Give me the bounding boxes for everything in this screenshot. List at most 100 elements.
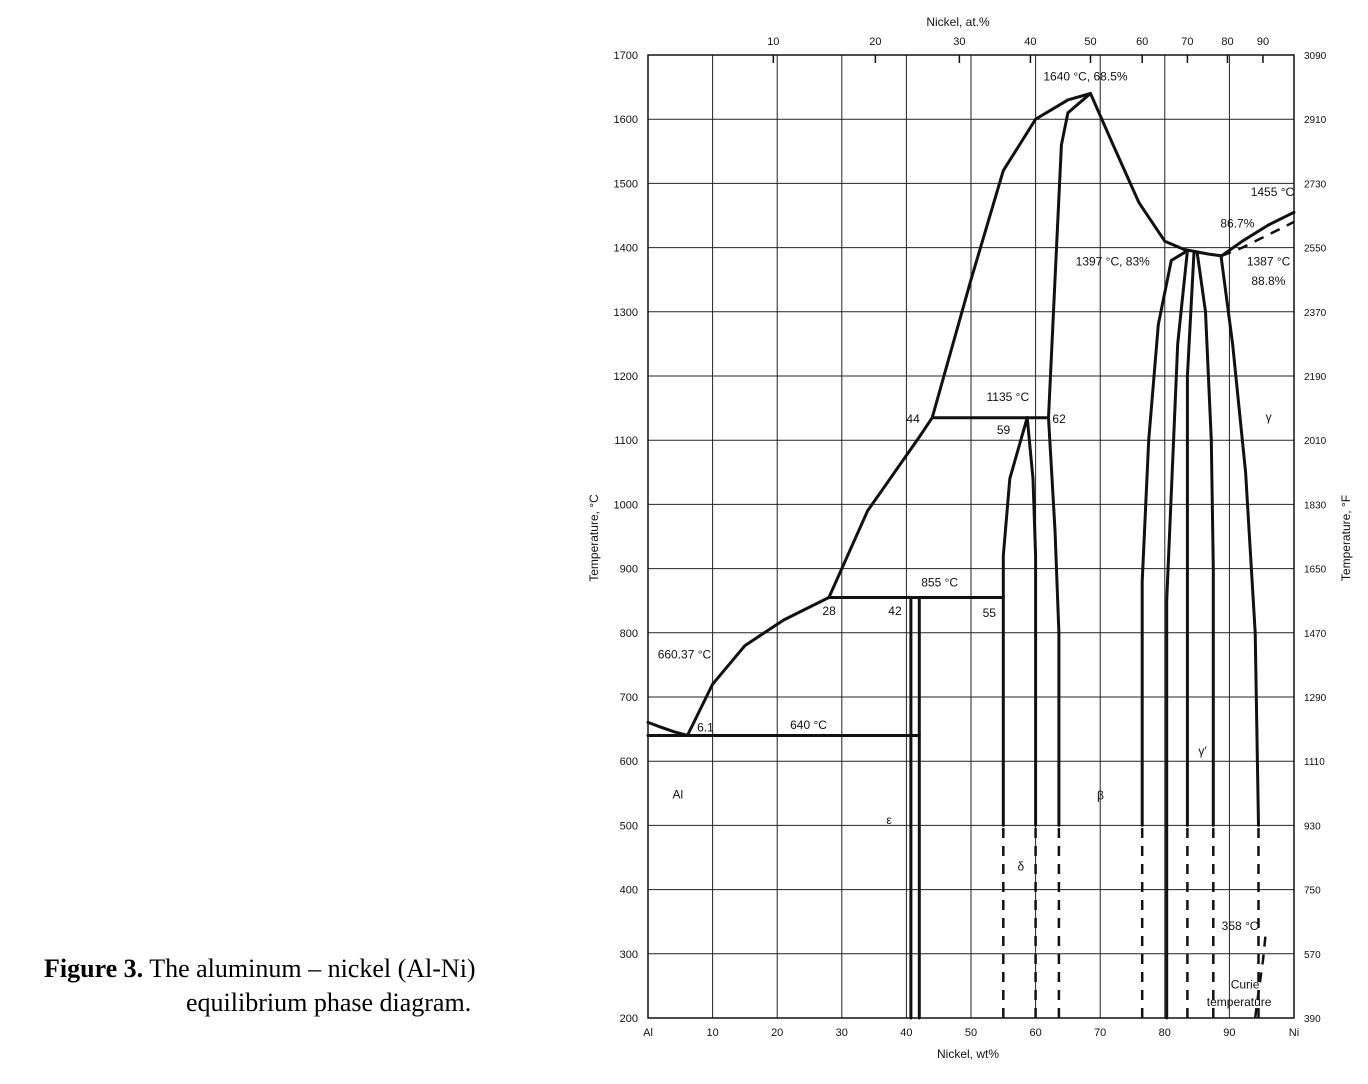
- y-tick-label: 1700: [614, 50, 638, 62]
- x-tick-label: 90: [1223, 1027, 1235, 1039]
- annotation-label: 1397 °C, 83%: [1076, 255, 1151, 269]
- figure-caption: Figure 3. The aluminum – nickel (Al-Ni) …: [44, 952, 584, 1020]
- annotation-label: 358 °C: [1222, 919, 1259, 933]
- y-tick-label-f: 2910: [1304, 115, 1327, 126]
- y-tick-label-f: 2010: [1304, 436, 1327, 447]
- top-tick-label: 80: [1221, 36, 1233, 48]
- phase-boundary: [646, 720, 689, 737]
- phase-boundary: [1025, 416, 1038, 827]
- y-tick-label-f: 1650: [1304, 565, 1327, 576]
- x-end-label-ni: Ni: [1289, 1027, 1299, 1039]
- y-tick-label: 400: [620, 885, 638, 897]
- y-tick-label-f: 570: [1304, 950, 1321, 961]
- plot-frame: [647, 54, 1295, 1019]
- phase-boundary: [1001, 416, 1029, 827]
- annotation-label: 86.7%: [1220, 217, 1254, 231]
- phase-boundary-dashed: [1221, 220, 1295, 258]
- x-tick-label: 40: [900, 1027, 912, 1039]
- y-tick-label: 800: [620, 628, 638, 640]
- y-tick-label: 900: [620, 564, 638, 576]
- y-tick-label-f: 1110: [1304, 757, 1325, 768]
- annotation-label: 88.8%: [1251, 274, 1285, 288]
- y-tick-label: 500: [620, 820, 638, 832]
- annotation-label: 855 °C: [921, 576, 958, 590]
- annotation-label: 6.1: [697, 721, 714, 735]
- annotation-label: 1640 °C, 68.5%: [1043, 70, 1128, 84]
- phase-boundaries: [646, 92, 1296, 1020]
- x-tick-label: 30: [836, 1027, 848, 1039]
- y-tick-label-f: 2550: [1304, 244, 1327, 255]
- top-tick-label: 30: [953, 36, 965, 48]
- annotation-label: 55: [983, 606, 997, 620]
- y-tick-label: 1200: [614, 371, 638, 383]
- annotation-label: 44: [906, 412, 920, 426]
- phase-boundary: [827, 416, 934, 599]
- annotation-label: 640 °C: [790, 718, 827, 732]
- caption-line-2: equilibrium phase diagram.: [186, 988, 472, 1017]
- top-tick-label: 10: [767, 36, 779, 48]
- x-tick-label: 10: [706, 1027, 718, 1039]
- phase-boundary: [1195, 250, 1215, 827]
- annotation-label: Curie: [1231, 977, 1260, 991]
- y-tick-label: 700: [620, 692, 638, 704]
- y-tick-label-f: 930: [1304, 821, 1321, 832]
- phase-boundary: [685, 596, 831, 737]
- top-tick-label: 60: [1136, 36, 1148, 48]
- phase-boundary: [1047, 92, 1092, 420]
- y-tick-label: 1400: [614, 243, 638, 255]
- annotation-label: ε: [886, 813, 892, 827]
- phase-boundary-dashed: [1253, 934, 1267, 1019]
- top-tick-label: 20: [869, 36, 881, 48]
- plot-border: [647, 54, 1295, 1019]
- y-tick-label-f: 2190: [1304, 372, 1327, 383]
- y-tick-label-f: 1290: [1304, 693, 1327, 704]
- phase-boundary: [1182, 248, 1224, 258]
- phase-boundary: [1220, 210, 1296, 258]
- annotation-label: γ: [1266, 410, 1272, 424]
- y-tick-label-f: 1830: [1304, 500, 1327, 511]
- phase-boundary: [1165, 249, 1189, 1020]
- axis-ticks: 200 390 300 570 400 750 500 930 600 1110 700 1290 80…: [614, 36, 1327, 1039]
- y-tick-label-f: 3090: [1304, 51, 1327, 62]
- annotation-label: γ′: [1198, 744, 1207, 758]
- phase-boundary: [1185, 250, 1196, 827]
- annotation-label: δ: [1018, 859, 1025, 873]
- x-tick-label: 60: [1029, 1027, 1041, 1039]
- y-axis-right-label: Temperature, °F: [1339, 495, 1353, 581]
- annotation-label: 28: [822, 604, 836, 618]
- x-tick-label: 50: [965, 1027, 977, 1039]
- y-tick-label: 1600: [614, 114, 638, 126]
- top-tick-label: 50: [1084, 36, 1096, 48]
- annotation-label: Al: [673, 787, 684, 801]
- annotation-label: 660.37 °C: [658, 647, 712, 661]
- y-tick-label: 1300: [614, 307, 638, 319]
- y-tick-label: 1500: [614, 178, 638, 190]
- y-tick-label-f: 2370: [1304, 308, 1327, 319]
- phase-boundary: [1047, 416, 1061, 827]
- y-tick-label: 1000: [614, 499, 638, 511]
- annotations: 1640 °C, 68.5% 1455 °C 86.7% 1397 °C, 83% 13…: [658, 70, 1295, 1009]
- x-tick-label: 80: [1159, 1027, 1171, 1039]
- annotation-label: 42: [888, 604, 902, 618]
- y-tick-label: 600: [620, 756, 638, 768]
- annotation-label: β: [1097, 789, 1104, 803]
- annotation-label: 1135 °C: [987, 390, 1030, 404]
- y-tick-label-f: 750: [1304, 886, 1321, 897]
- x-axis-label: Nickel, wt%: [937, 1047, 999, 1061]
- x-tick-label: 70: [1094, 1027, 1106, 1039]
- figure-label: Figure 3.: [44, 954, 144, 983]
- y-tick-label-f: 1470: [1304, 629, 1327, 640]
- x-end-label-al: Al: [643, 1027, 653, 1039]
- phase-boundary: [1140, 249, 1189, 827]
- annotation-label: 1387 °C: [1247, 255, 1291, 269]
- y-tick-label-f: 390: [1304, 1014, 1321, 1025]
- top-tick-label: 90: [1257, 36, 1269, 48]
- y-axis-label: Temperature, °C: [587, 494, 601, 582]
- y-tick-label: 1100: [614, 435, 638, 447]
- x-tick-label: 20: [771, 1027, 783, 1039]
- y-tick-label: 200: [620, 1013, 638, 1025]
- annotation-label: temperature: [1207, 995, 1272, 1009]
- phase-boundary: [930, 92, 1092, 420]
- caption-line-1: The aluminum – nickel (Al-Ni): [149, 954, 476, 983]
